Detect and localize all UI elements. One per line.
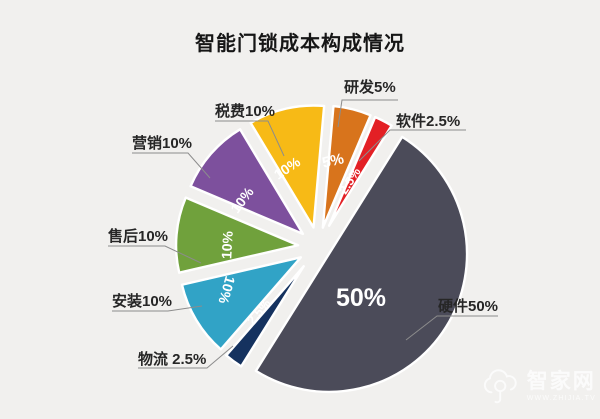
callout-label-安装: 安装10% <box>112 292 172 310</box>
pie-slice-售后 <box>174 196 300 274</box>
callout-label-售后: 售后10% <box>108 227 168 245</box>
slice-pct-硬件: 50% <box>336 284 386 312</box>
callout-leader-物流 <box>138 345 234 369</box>
labels: 5%研发5%2.5%软件2.5%50% 硬件50%2.5%物流 2.5%10%安装… <box>108 78 498 368</box>
pie-slice-研发 <box>321 104 372 229</box>
chart-title: 智能门锁成本构成情况 <box>195 33 405 55</box>
pie-slice-营销 <box>189 128 305 236</box>
callout-label-税费: 税费10% <box>215 102 275 120</box>
callout-leader-lines <box>108 99 498 369</box>
callout-leader-营销 <box>132 152 211 179</box>
callout-leader-安装 <box>112 305 203 312</box>
slice-pct-售后: 10% <box>218 230 235 259</box>
callout-label-硬件: 硬件50% <box>438 297 498 315</box>
callout-label-物流: 物流 2.5% <box>138 350 206 368</box>
callout-leader-软件 <box>358 129 466 162</box>
callout-label-软件: 软件2.5% <box>396 112 460 130</box>
pie-slice-物流 <box>225 265 305 368</box>
pie-slice-硬件 <box>254 135 469 394</box>
callout-leader-硬件 <box>405 315 498 341</box>
callout-label-营销: 营销10% <box>132 134 192 152</box>
slice-pct-安装: 10% <box>215 274 238 306</box>
slice-pct-研发: 5% <box>321 150 346 171</box>
callout-label-研发: 研发5% <box>344 78 396 96</box>
pie-slice-安装 <box>180 256 303 351</box>
callout-leader-研发 <box>337 99 398 128</box>
callout-leader-税费 <box>215 120 285 157</box>
callout-leader-售后 <box>108 245 202 264</box>
pie-slice-税费 <box>249 104 326 229</box>
